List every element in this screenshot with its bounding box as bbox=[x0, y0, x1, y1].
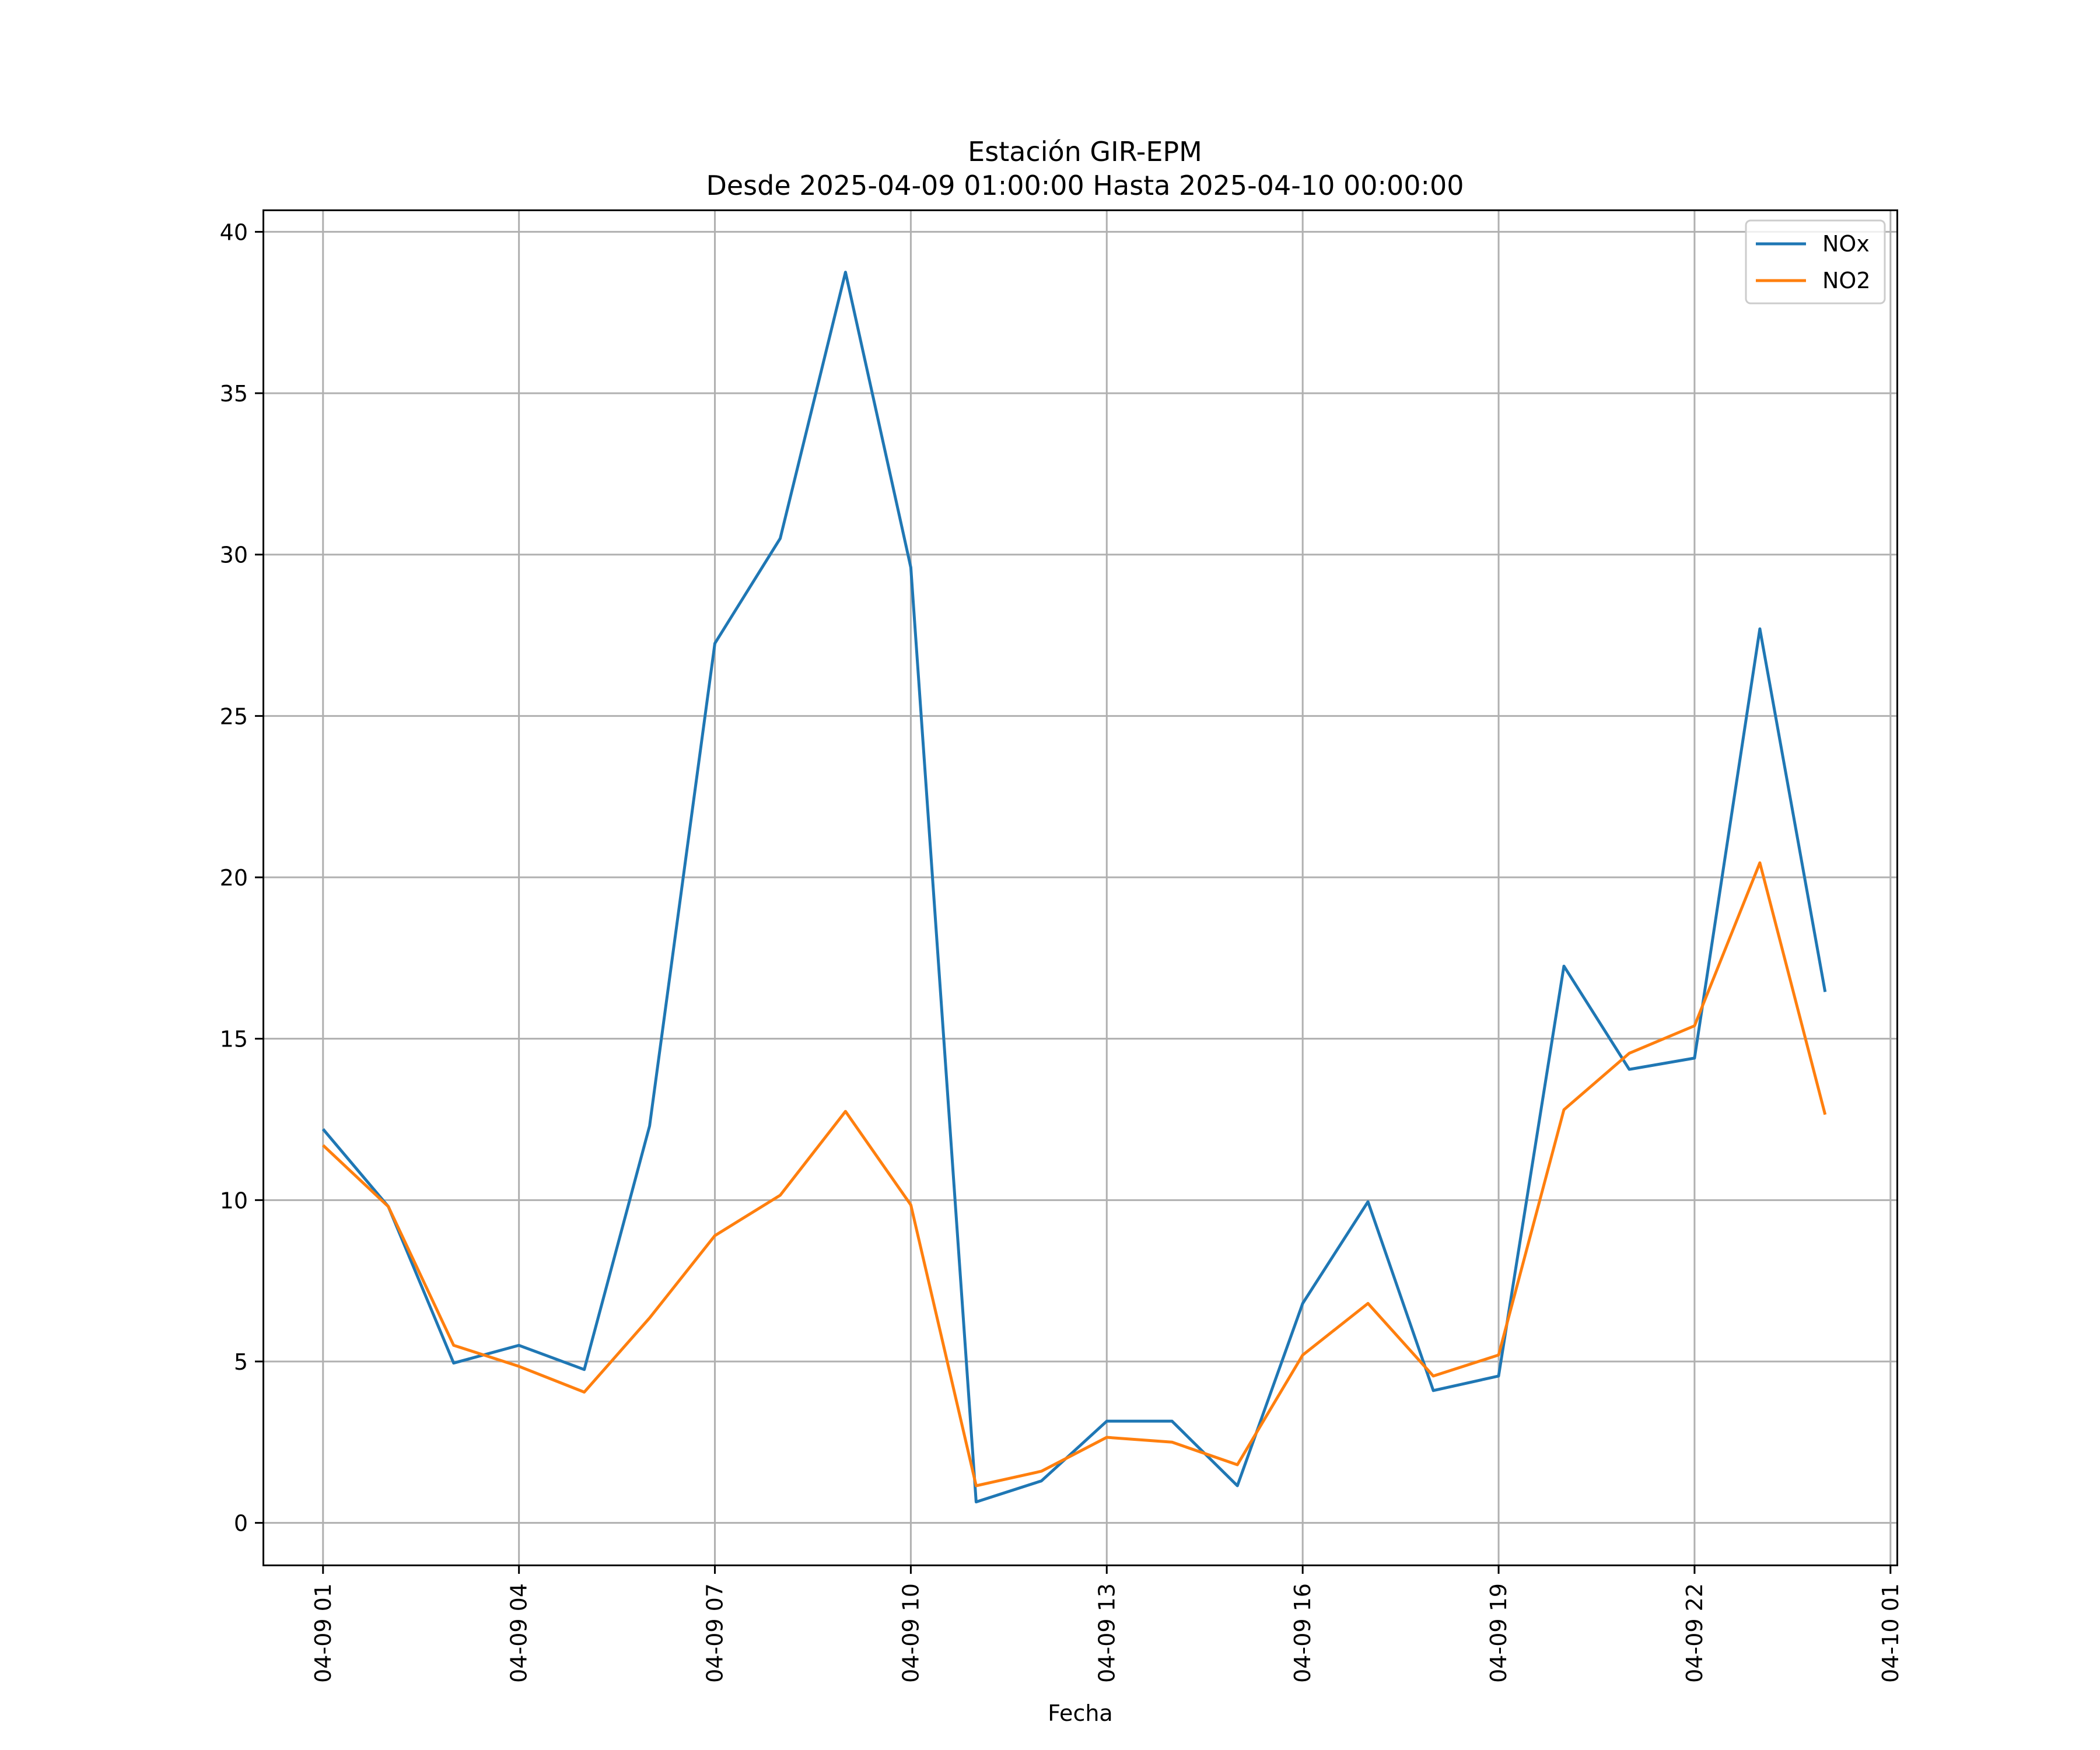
y-tick-label: 10 bbox=[220, 1188, 248, 1213]
x-tick-label: 04-09 07 bbox=[702, 1583, 728, 1683]
x-tick-label: 04-09 10 bbox=[898, 1583, 923, 1683]
series-lines bbox=[321, 271, 1827, 1504]
chart-title: Estación GIR-EPM bbox=[968, 136, 1202, 167]
y-tick-label: 0 bbox=[234, 1511, 248, 1536]
y-tick-label: 40 bbox=[220, 219, 248, 245]
x-tick-label: 04-09 01 bbox=[310, 1583, 336, 1683]
series-line-no2 bbox=[322, 861, 1827, 1488]
x-axis: 04-09 01 04-09 04 04-09 07 04-09 10 04-09 13… bbox=[310, 1564, 1903, 1683]
y-tick-label: 35 bbox=[220, 381, 248, 407]
plot-area-frame bbox=[262, 209, 1898, 1566]
chart-subtitle: Desde 2025-04-09 01:00:00 Hasta 2025-04-… bbox=[706, 170, 1464, 201]
y-tick-label: 20 bbox=[220, 865, 248, 891]
y-tick-label: 5 bbox=[234, 1349, 248, 1375]
x-tick-label: 04-09 22 bbox=[1682, 1583, 1707, 1683]
series-line-nox bbox=[321, 271, 1827, 1504]
x-tick-label: 04-09 13 bbox=[1094, 1583, 1119, 1683]
x-tick-label: 04-09 04 bbox=[506, 1583, 532, 1683]
grid bbox=[264, 211, 1897, 1564]
y-axis: 0 5 10 15 20 25 30 35 40 bbox=[220, 219, 264, 1536]
x-tick-label: 04-09 19 bbox=[1486, 1583, 1511, 1683]
x-axis-label: Fecha bbox=[1048, 1700, 1112, 1726]
legend-frame bbox=[1745, 219, 1886, 304]
y-tick-label: 25 bbox=[220, 704, 248, 729]
y-tick-label: 15 bbox=[220, 1027, 248, 1052]
legend-label-nox: NOx bbox=[1822, 231, 1870, 257]
y-tick-label: 30 bbox=[220, 542, 248, 568]
legend: NOx NO2 bbox=[1745, 219, 1886, 304]
x-tick-label: 04-09 16 bbox=[1290, 1583, 1315, 1683]
x-tick-label: 04-10 01 bbox=[1878, 1583, 1903, 1683]
legend-label-no2: NO2 bbox=[1822, 268, 1871, 293]
